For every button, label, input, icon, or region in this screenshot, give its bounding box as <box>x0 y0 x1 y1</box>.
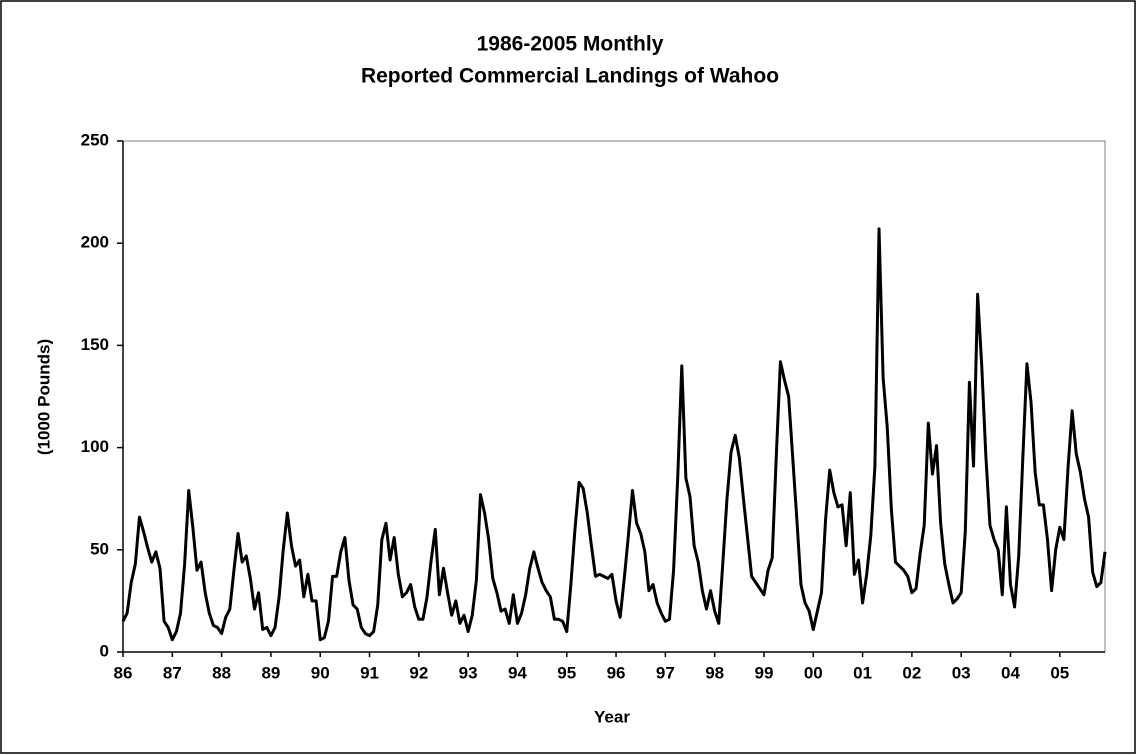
y-tick-label: 250 <box>81 130 109 149</box>
y-tick-label: 200 <box>81 233 109 252</box>
x-tick-label: 86 <box>114 663 133 682</box>
y-tick-label: 50 <box>90 539 109 558</box>
x-axis-title: Year <box>594 707 630 726</box>
chart-title: 1986-2005 Monthly <box>477 33 664 56</box>
x-tick-label: 89 <box>261 663 280 682</box>
x-tick-label: 91 <box>360 663 379 682</box>
x-tick-label: 99 <box>755 663 774 682</box>
y-tick-label: 150 <box>81 335 109 354</box>
y-tick-label: 100 <box>81 437 109 456</box>
x-tick-label: 92 <box>409 663 428 682</box>
x-tick-label: 05 <box>1050 663 1069 682</box>
x-tick-label: 02 <box>902 663 921 682</box>
x-tick-label: 97 <box>656 663 675 682</box>
chart-title: Reported Commercial Landings of Wahoo <box>361 65 779 88</box>
x-tick-label: 98 <box>705 663 724 682</box>
x-tick-label: 95 <box>557 663 576 682</box>
x-tick-label: 01 <box>853 663 872 682</box>
data-line <box>121 227 1107 642</box>
y-tick-label: 0 <box>100 641 109 660</box>
x-tick-label: 96 <box>607 663 626 682</box>
x-tick-label: 87 <box>163 663 182 682</box>
x-tick-label: 94 <box>508 663 527 682</box>
x-tick-label: 03 <box>952 663 971 682</box>
x-tick-label: 93 <box>459 663 478 682</box>
x-tick-label: 88 <box>212 663 231 682</box>
x-tick-label: 00 <box>804 663 823 682</box>
x-tick-label: 90 <box>311 663 330 682</box>
x-tick-label: 04 <box>1001 663 1020 682</box>
y-axis-title: (1000 Pounds) <box>34 339 53 455</box>
